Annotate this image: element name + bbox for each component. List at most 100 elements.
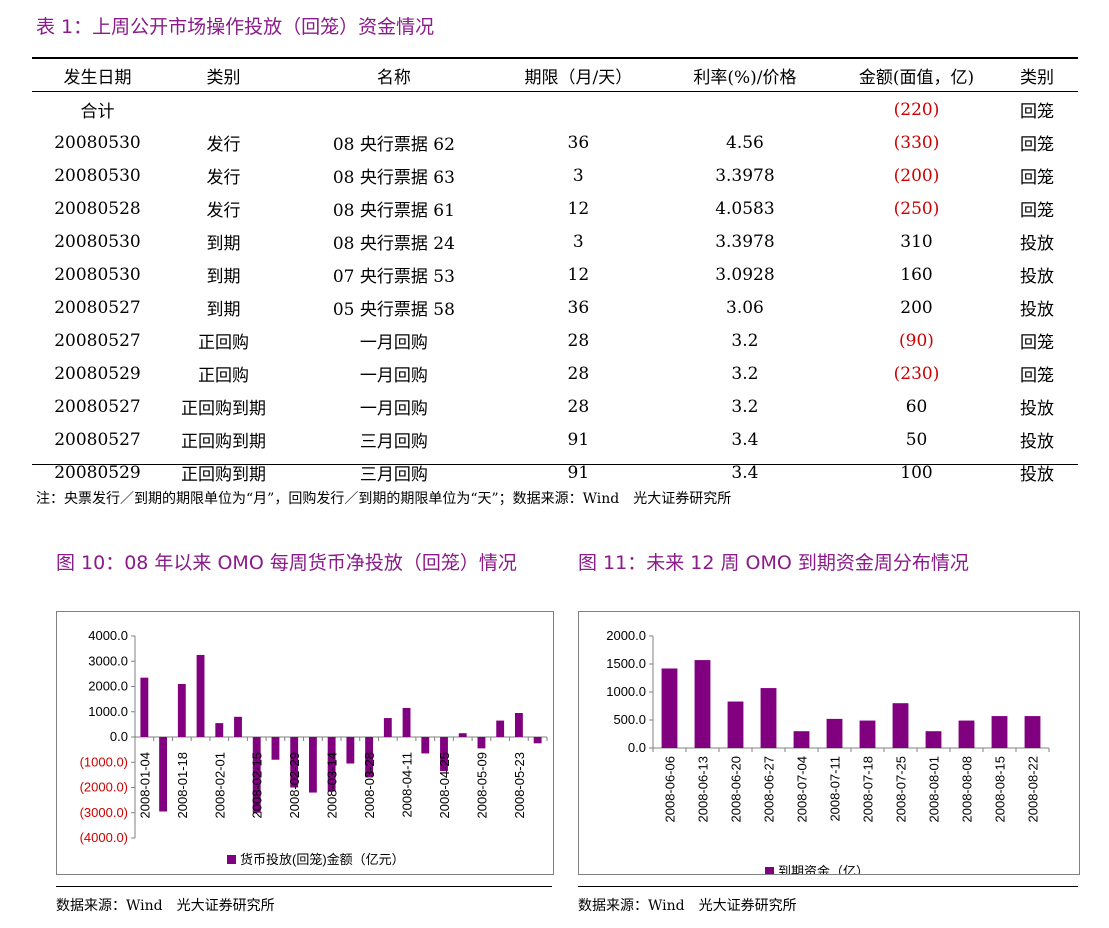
bar xyxy=(402,707,411,737)
source-rule-left xyxy=(56,886,552,887)
table-cell: 07 央行票据 53 xyxy=(332,267,455,287)
table-cell: 160 xyxy=(900,264,933,285)
table-cell: 回笼 xyxy=(1020,102,1055,122)
bar xyxy=(383,718,392,737)
legend-swatch xyxy=(765,867,774,876)
table-cell: 正回购到期 xyxy=(181,432,266,452)
bar xyxy=(290,737,299,788)
x-tick-label: 2008-04-25 xyxy=(437,752,452,819)
table-cell: 60 xyxy=(905,396,928,417)
table-row: 20080527 正回购 一月回购 28 3.2 (90) 回笼 xyxy=(32,324,1078,357)
bar xyxy=(826,718,843,748)
bar xyxy=(727,701,744,748)
table-cell: 发行 xyxy=(206,201,241,221)
table-header-rule xyxy=(32,91,1078,92)
table-row: 20080529 正回购 一月回购 28 3.2 (230) 回笼 xyxy=(32,357,1078,390)
bar xyxy=(533,737,542,744)
x-tick-label: 2008-07-04 xyxy=(795,756,810,823)
table-cell: 投放 xyxy=(1020,465,1055,485)
table-cell: 08 央行票据 62 xyxy=(332,135,455,155)
table-row: 20080530 发行 08 央行票据 62 36 4.56 (330) 回笼 xyxy=(32,126,1078,159)
table-cell: 36 xyxy=(567,297,590,318)
x-tick-label: 2008-06-27 xyxy=(762,756,777,823)
bar xyxy=(793,731,810,748)
figure-11-title: 图 11：未来 12 周 OMO 到期资金周分布情况 xyxy=(578,552,969,574)
y-tick-label: (1000.0) xyxy=(80,754,128,769)
table-cell: 投放 xyxy=(1020,432,1055,452)
table-cell: 回笼 xyxy=(1020,333,1055,353)
table-cell: 一月回购 xyxy=(359,366,428,386)
y-tick-label: (2000.0) xyxy=(80,780,128,795)
bar xyxy=(140,677,149,737)
table-cell: 4.0583 xyxy=(715,198,775,219)
legend-label: 到期资金（亿） xyxy=(778,864,869,874)
bar xyxy=(159,737,168,812)
col-header: 类别 xyxy=(1020,68,1055,88)
table-cell: 3.06 xyxy=(726,297,764,318)
x-tick-label: 2008-08-01 xyxy=(927,756,942,823)
bar xyxy=(365,737,374,778)
table-cell: 91 xyxy=(567,429,590,450)
table-cell: 3.4 xyxy=(731,462,759,483)
table-cell: 投放 xyxy=(1020,300,1055,320)
x-tick-label: 2008-05-23 xyxy=(512,752,527,819)
legend-swatch xyxy=(227,855,236,864)
table-header-row: 发生日期 类别 名称 期限（月/天） 利率(%)/价格 金额(面值，亿) 类别 xyxy=(32,58,1078,93)
y-tick-label: 1500.0 xyxy=(606,656,646,671)
figure-10-chart: 4000.0 3000.0 2000.0 1000.0 0.0 (1000.0) (2000… xyxy=(56,611,554,875)
x-tick-label: 2008-02-15 xyxy=(250,752,265,819)
table-cell: 回笼 xyxy=(1020,201,1055,221)
x-tick-label: 2008-01-04 xyxy=(137,752,152,819)
x-tick-label: 2008-03-14 xyxy=(325,752,340,819)
table-cell: 08 央行票据 24 xyxy=(332,234,455,254)
table-cell: 3.2 xyxy=(731,363,759,384)
figure-10-title: 图 10：08 年以来 OMO 每周货币净投放（回笼）情况 xyxy=(56,552,517,574)
table-cell: 合计 xyxy=(80,102,115,122)
col-header: 类别 xyxy=(206,68,241,88)
table-cell: 50 xyxy=(905,429,928,450)
table-cell: 一月回购 xyxy=(359,399,428,419)
table-cell: 20080527 xyxy=(54,396,141,417)
bar xyxy=(925,731,942,748)
y-tick-label: (3000.0) xyxy=(80,805,128,820)
y-tick-label: 0.0 xyxy=(628,740,646,755)
bar xyxy=(859,720,876,748)
table-cell: 三月回购 xyxy=(359,465,428,485)
table-cell: 20080528 xyxy=(54,198,141,219)
table-cell: 3.3978 xyxy=(715,231,775,252)
figure-11-chart: 2000.0 1500.0 1000.0 500.0 0.0 2008-06-06 2008… xyxy=(578,611,1080,879)
table-row: 20080527 正回购到期 一月回购 28 3.2 60 投放 xyxy=(32,390,1078,423)
table-cell: 28 xyxy=(567,396,590,417)
y-tick-label: 2000.0 xyxy=(88,679,128,694)
table-cell: 08 央行票据 63 xyxy=(332,168,455,188)
bar xyxy=(440,737,448,772)
table-cell: 310 xyxy=(900,231,933,252)
table-title: 表 1：上周公开市场操作投放（回笼）资金情况 xyxy=(36,16,435,38)
bar xyxy=(308,737,317,793)
table-cell xyxy=(284,93,504,126)
table-cell: 回笼 xyxy=(1020,135,1055,155)
table-cell: 20080529 xyxy=(54,363,141,384)
figure-11-source: 数据来源：Wind 光大证券研究所 xyxy=(578,898,797,914)
x-tick-label: 2008-05-09 xyxy=(474,752,489,819)
bar xyxy=(514,713,523,737)
table-row: 20080527 正回购到期 三月回购 91 3.4 50 投放 xyxy=(32,423,1078,456)
table-cell: 4.56 xyxy=(726,132,764,153)
bar xyxy=(1024,716,1041,748)
legend-label: 货币投放(回笼)金额（亿元） xyxy=(240,852,405,867)
table-cell: 正回购到期 xyxy=(181,465,266,485)
table-cell: 回笼 xyxy=(1020,366,1055,386)
table-cell: 正回购到期 xyxy=(181,399,266,419)
bar xyxy=(252,737,261,813)
table-cell: 投放 xyxy=(1020,399,1055,419)
table-cell: 12 xyxy=(567,198,590,219)
bar xyxy=(421,737,430,754)
table-cell: 发行 xyxy=(206,168,241,188)
table-cell: (220) xyxy=(893,99,940,120)
table-note: 注：央票发行／到期的期限单位为“月”，回购发行／到期的期限单位为“天”；数据来源… xyxy=(36,491,732,507)
x-tick-label: 2008-03-28 xyxy=(362,752,377,819)
table-top-rule xyxy=(32,57,1078,59)
y-tick-label: 1000.0 xyxy=(606,684,646,699)
table-cell: 3.3978 xyxy=(715,165,775,186)
table-cell: 3.2 xyxy=(731,330,759,351)
